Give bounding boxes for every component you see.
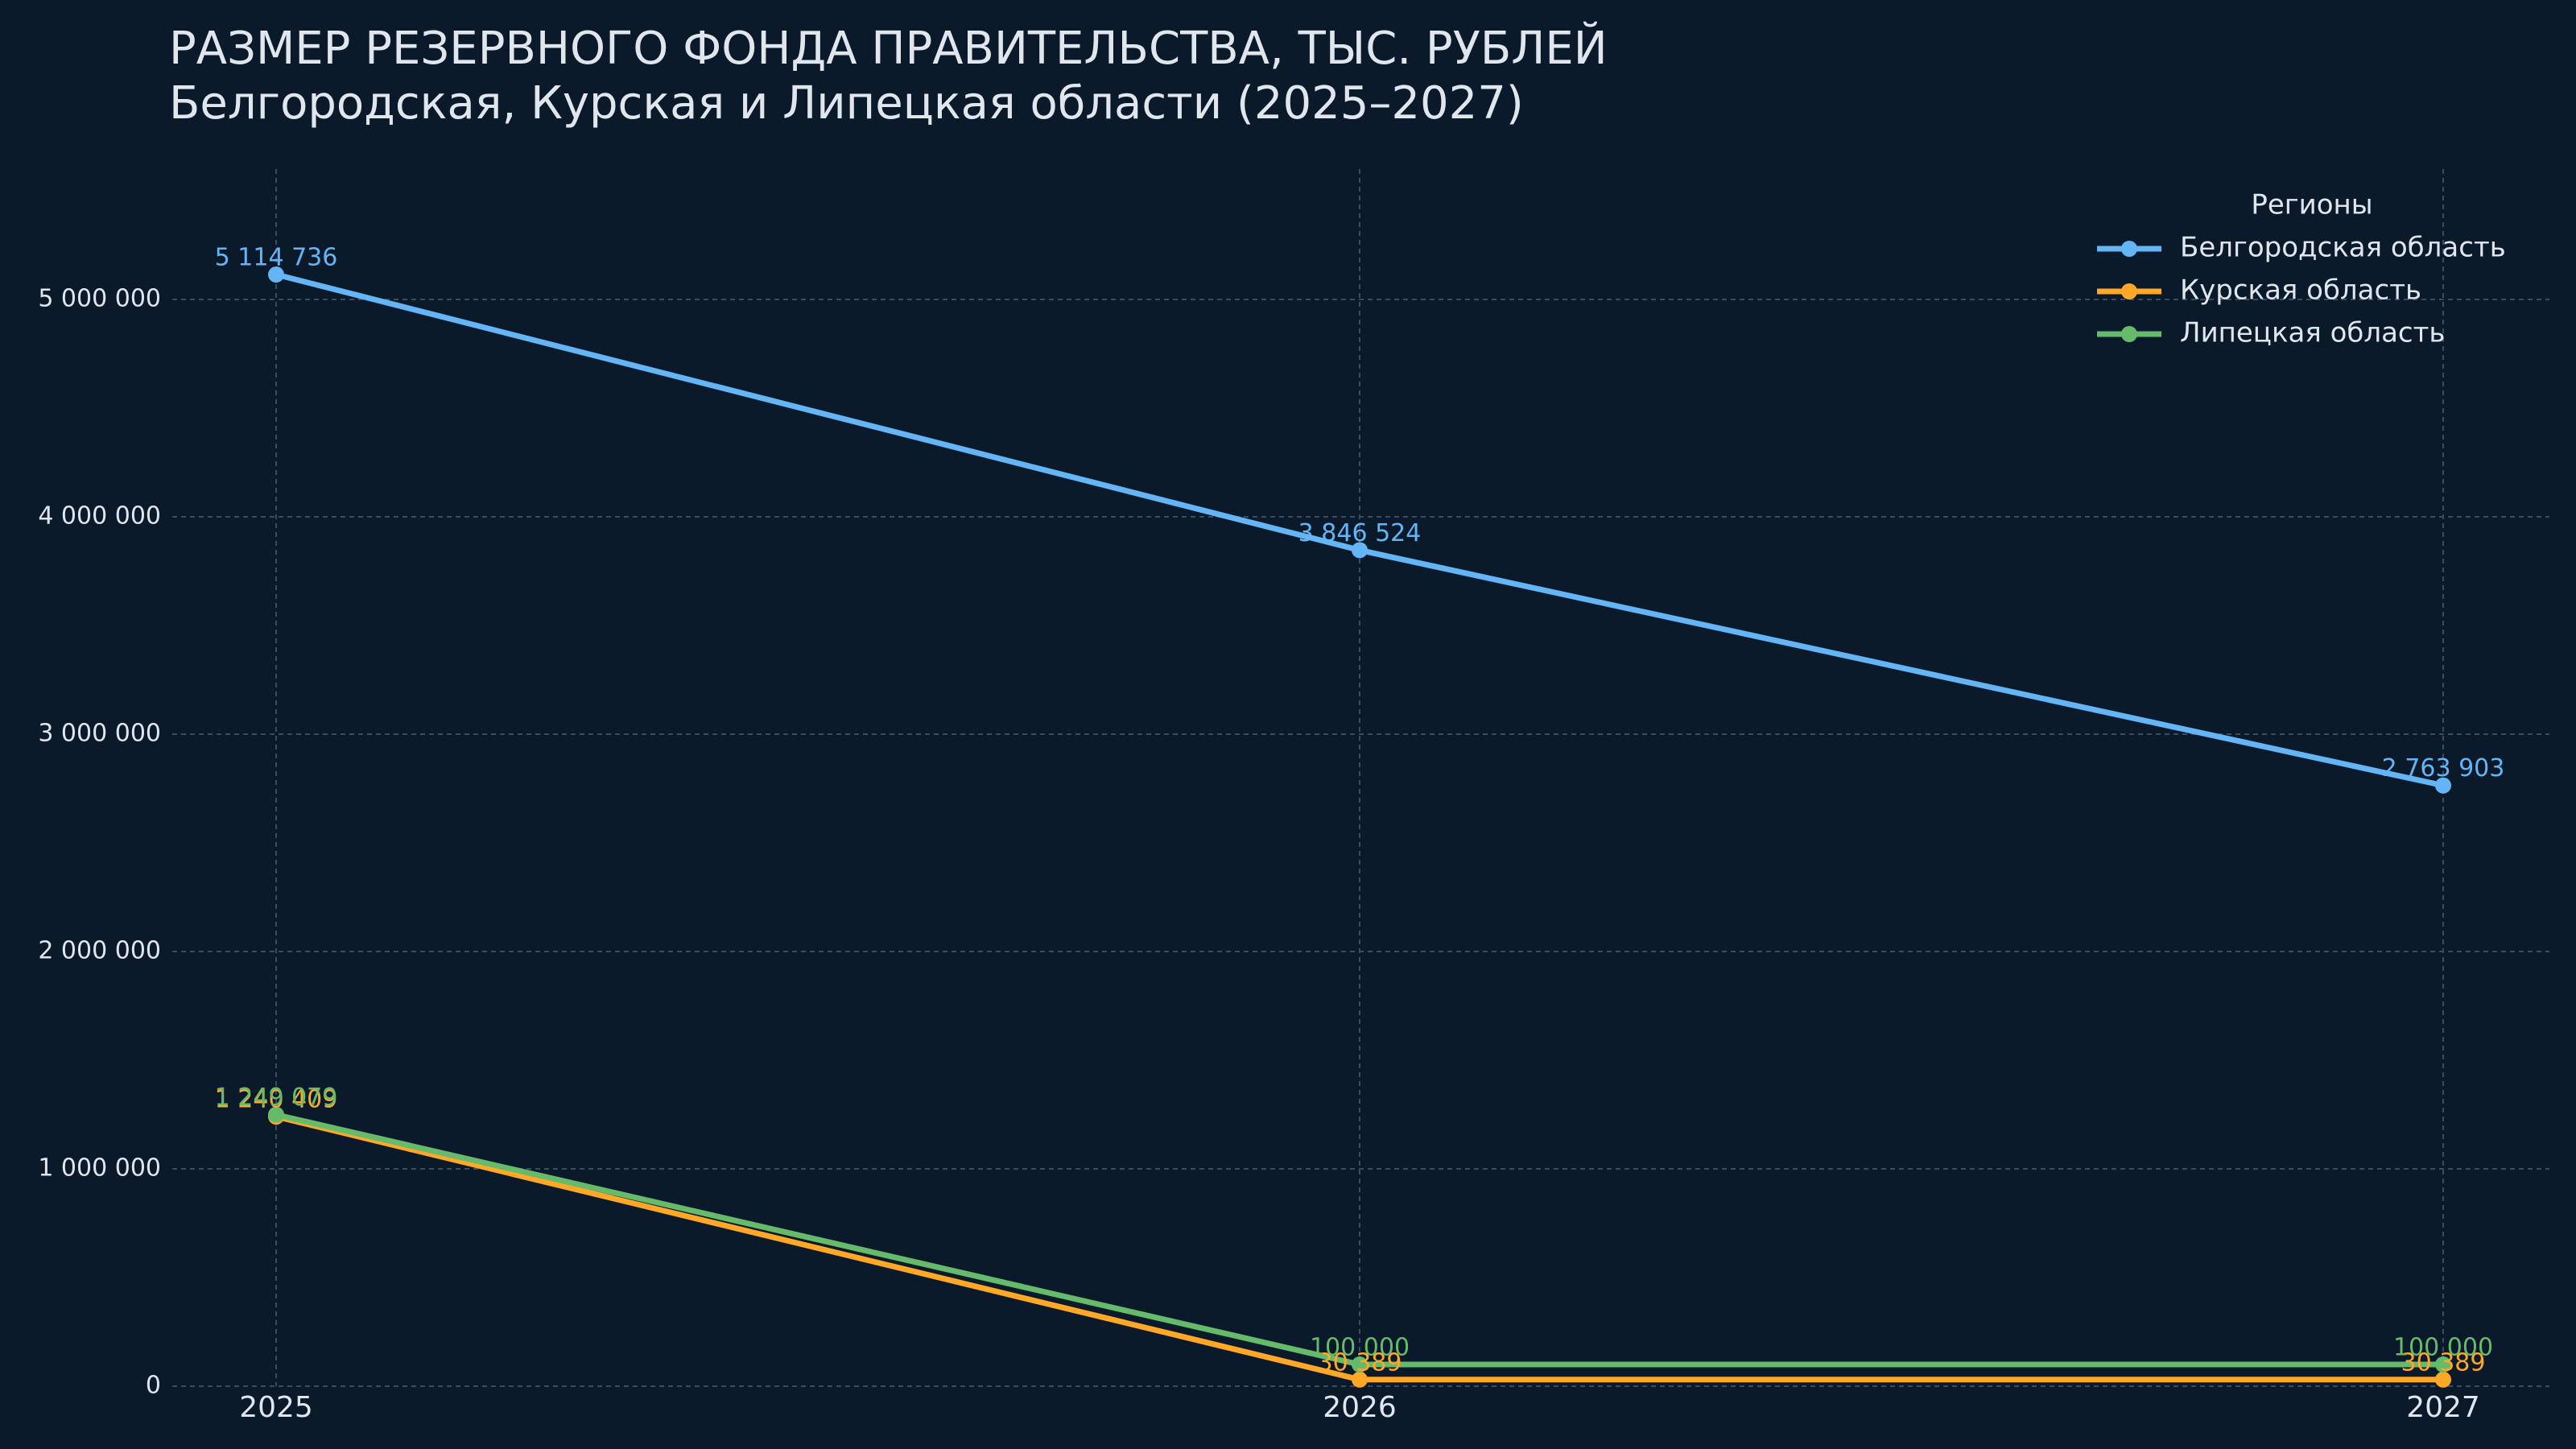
value-label: 1 240 409 — [215, 1086, 338, 1114]
legend-label: Белгородская область — [2180, 232, 2506, 264]
value-label: 5 114 736 — [215, 244, 338, 272]
y-tick-label: 0 — [146, 1372, 161, 1400]
point — [1352, 1356, 1368, 1373]
legend-label: Липецкая область — [2180, 317, 2445, 349]
legend-title: Регионы — [2251, 189, 2372, 221]
point — [2435, 1356, 2451, 1373]
x-tick-label: 2025 — [239, 1391, 313, 1424]
value-label: 1 249 079 — [215, 1084, 338, 1112]
chart-subtitle: Белгородская, Курская и Липецкая области… — [169, 77, 1524, 130]
value-label: 100 000 — [2393, 1334, 2493, 1362]
y-tick-label: 2 000 000 — [38, 937, 161, 965]
x-tick-label: 2026 — [1323, 1391, 1397, 1424]
y-tick-label: 5 000 000 — [38, 285, 161, 313]
point — [2435, 777, 2451, 794]
legend-marker — [2121, 283, 2137, 299]
legend-label: Курская область — [2180, 275, 2421, 307]
value-label: 30 389 — [1318, 1348, 1402, 1377]
point — [2435, 1371, 2451, 1388]
y-tick-label: 3 000 000 — [38, 720, 161, 748]
x-tick-label: 2027 — [2406, 1391, 2480, 1424]
legend-marker — [2121, 241, 2137, 257]
value-label: 3 846 524 — [1298, 519, 1422, 547]
value-label: 30 389 — [2401, 1348, 2486, 1377]
point — [1352, 1371, 1368, 1388]
chart-title: РАЗМЕР РЕЗЕРВНОГО ФОНДА ПРАВИТЕЛЬСТВА, Т… — [169, 22, 1608, 75]
point — [268, 1106, 284, 1123]
y-tick-label: 1 000 000 — [38, 1154, 161, 1183]
value-label: 100 000 — [1310, 1334, 1410, 1362]
point — [1352, 542, 1368, 559]
legend-marker — [2121, 326, 2137, 342]
value-label: 2 763 903 — [2382, 754, 2505, 782]
point — [268, 266, 284, 283]
y-tick-label: 4 000 000 — [38, 502, 161, 530]
